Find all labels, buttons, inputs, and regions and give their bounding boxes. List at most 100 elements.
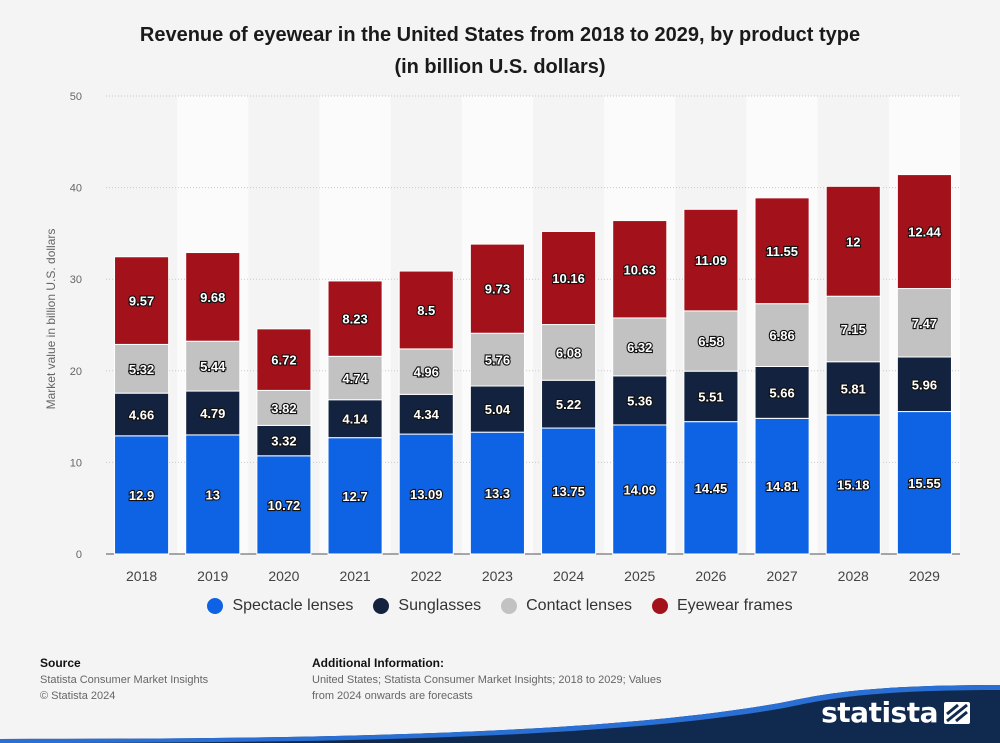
legend-label: Eyewear frames (676, 597, 793, 614)
data-label: 8.23 (342, 312, 367, 327)
bar-segment (754, 303, 810, 367)
bar-segment (825, 414, 881, 555)
bar-segment (256, 424, 312, 457)
x-tick-label: 2021 (340, 568, 371, 584)
bar-segment (612, 220, 668, 319)
bar-segment (398, 270, 454, 350)
bar-segment (683, 310, 739, 372)
data-label: 5.44 (200, 359, 226, 374)
bar-segment (398, 348, 454, 395)
source-line: Statista Consumer Market Insights (40, 674, 209, 686)
data-label: 6.08 (556, 345, 581, 360)
bar-segment (612, 375, 668, 426)
bar-segment (114, 392, 170, 437)
data-label: 3.82 (271, 401, 296, 416)
y-tick-label: 0 (76, 549, 82, 561)
data-label: 4.79 (200, 406, 225, 421)
legend-item-eyewear-frames[interactable]: Eyewear frames (651, 597, 793, 615)
bar-segment (256, 328, 312, 391)
bar-segment (327, 399, 383, 439)
data-label: 6.72 (271, 353, 296, 368)
x-tick-label: 2022 (411, 568, 442, 584)
legend-item-spectacle-lenses[interactable]: Spectacle lenses (207, 597, 353, 615)
data-label: 10.16 (552, 271, 585, 286)
bar-segment (185, 252, 241, 342)
data-label: 13.75 (552, 484, 585, 499)
bar-segment (541, 427, 597, 555)
data-label: 12.9 (129, 488, 154, 503)
data-label: 12 (846, 234, 860, 249)
bar-segment (185, 340, 241, 392)
data-label: 15.18 (837, 477, 870, 492)
data-label: 14.81 (766, 479, 799, 494)
x-tick-label: 2028 (838, 568, 869, 584)
bar-segment (469, 385, 525, 433)
y-tick-label: 10 (70, 457, 82, 469)
data-label: 4.66 (129, 407, 154, 422)
data-label: 5.66 (769, 385, 794, 400)
data-label: 12.7 (342, 489, 367, 504)
data-label: 13.3 (485, 486, 510, 501)
legend-label: Spectacle lenses (232, 597, 354, 614)
bar-segment (896, 174, 952, 290)
copyright-line: © Statista 2024 (40, 690, 116, 702)
data-label: 11.55 (766, 244, 798, 259)
data-label: 10.72 (268, 498, 301, 513)
bar-segment (469, 243, 525, 334)
data-label: 14.09 (623, 482, 656, 497)
statista-logo[interactable]: statista (821, 696, 938, 729)
data-label: 5.51 (698, 389, 723, 404)
chart-plot: 0 10 20 30 40 50 Market value in billion U.S. … (44, 91, 960, 584)
data-label: 4.74 (342, 371, 368, 386)
data-label: 13.09 (410, 487, 443, 502)
bar-segment (114, 256, 170, 345)
x-tick-label: 2024 (553, 568, 584, 584)
legend-item-contact-lenses[interactable]: Contact lenses (501, 597, 632, 615)
bar-segment (612, 424, 668, 555)
legend-dot (373, 598, 390, 614)
x-tick-label: 2018 (126, 568, 157, 584)
info-line: United States; Statista Consumer Market … (312, 674, 662, 686)
bar-segment (185, 390, 241, 436)
x-tick-label: 2029 (909, 568, 940, 584)
bar-segment (825, 361, 881, 416)
data-label: 4.14 (342, 412, 368, 427)
bar-segment (256, 389, 312, 426)
data-label: 5.81 (841, 381, 866, 396)
bar-segment (398, 433, 454, 555)
y-tick-label: 40 (70, 183, 82, 195)
bar-segment (612, 317, 668, 377)
info-heading: Additional Information: (312, 656, 444, 670)
bar-segment (469, 332, 525, 387)
source-heading: Source (40, 656, 81, 670)
data-label: 7.15 (841, 322, 866, 337)
info-text: United States; Statista Consumer Market … (312, 672, 662, 704)
y-tick-label: 30 (70, 274, 82, 286)
bar-segment (683, 370, 739, 423)
data-label: 5.36 (627, 393, 652, 408)
bar-segment (114, 435, 170, 555)
bar-segment (327, 437, 383, 555)
x-tick-label: 2020 (268, 568, 299, 584)
bar-segment (825, 295, 881, 363)
data-label: 6.32 (627, 340, 652, 355)
data-label: 9.57 (129, 294, 154, 309)
bar-segment (541, 230, 597, 326)
x-tick-label: 2026 (695, 568, 726, 584)
chart-legend: Spectacle lenses Sunglasses Contact lens… (0, 597, 1000, 615)
bar-segment (114, 343, 170, 394)
data-label: 4.96 (414, 365, 439, 380)
legend-item-sunglasses[interactable]: Sunglasses (373, 597, 481, 615)
data-label: 6.86 (769, 328, 794, 343)
data-label: 5.76 (485, 353, 510, 368)
y-tick-label: 20 (70, 366, 82, 378)
data-label: 13 (206, 487, 220, 502)
data-label: 14.45 (695, 481, 728, 496)
legend-label: Contact lenses (526, 597, 632, 614)
x-tick-label: 2023 (482, 568, 513, 584)
bar-segment (327, 280, 383, 357)
legend-dot (207, 598, 224, 614)
source-text: Statista Consumer Market Insights © Stat… (40, 672, 208, 704)
data-label: 9.68 (200, 290, 225, 305)
bar-segment (327, 355, 383, 401)
